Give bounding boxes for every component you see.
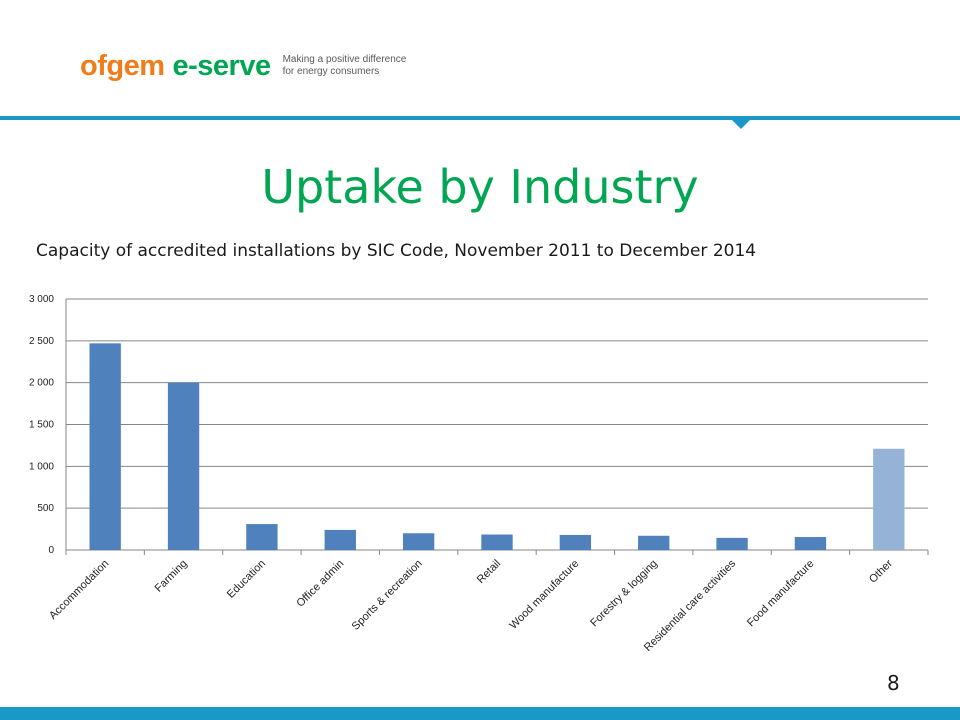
header-divider [0, 116, 960, 120]
page-number: 8 [887, 671, 900, 695]
logo-tagline: Making a positive difference for energy … [283, 54, 407, 78]
bar-7 [638, 535, 670, 550]
chart-subtitle: Capacity of accredited installations by … [36, 241, 757, 261]
x-tick-label: Retail [475, 558, 503, 586]
bar-5 [481, 534, 513, 550]
y-tick-label: 3 000 [29, 294, 54, 305]
x-tick-label: Wood manufacture [507, 558, 581, 632]
bar-2 [246, 524, 278, 550]
bar-6 [559, 534, 592, 550]
footer-bar [0, 707, 960, 720]
x-tick-label: Sports & recreation [350, 558, 425, 633]
slide-title: Uptake by Industry [261, 160, 699, 214]
y-tick-label: 2 000 [29, 378, 54, 389]
x-tick-label: Farming [153, 558, 190, 595]
header-divider-notch [730, 118, 752, 129]
tagline-line-1: Making a positive difference [282, 54, 407, 65]
x-tick-label: Other [867, 557, 895, 585]
y-tick-label: 500 [37, 503, 54, 514]
bar-4 [402, 533, 435, 550]
bar-0 [89, 343, 121, 550]
tagline-line-2: for energy consumers [282, 66, 380, 77]
x-tick-label: Forestry & logging [588, 558, 660, 630]
x-tick-label: Food manufacture [745, 558, 817, 630]
logo-text-eserve: e-serve [172, 49, 272, 82]
y-tick-label: 1 000 [29, 461, 54, 472]
industry-bar-chart: 0 500 1 000 1 500 2 000 2 500 3 000 Accommodati… [29, 294, 929, 654]
logo-text-ofgem: ofgem [80, 49, 165, 82]
bar-1 [167, 382, 200, 550]
bar-3 [324, 529, 356, 550]
bar-9 [794, 537, 827, 550]
y-tick-label: 0 [48, 545, 54, 556]
bar-10 [873, 448, 905, 550]
x-tick-label: Office admin [294, 558, 346, 610]
bar-8 [716, 537, 748, 550]
y-tick-label: 2 500 [29, 336, 54, 347]
ofgem-eserve-logo: ofgem e-serve Making a positive differen… [80, 44, 406, 88]
y-tick-label: 1 500 [29, 420, 54, 431]
x-tick-label: Accommodation [47, 558, 111, 622]
x-tick-label: Residential care activities [642, 557, 739, 654]
x-tick-label: Education [225, 558, 268, 601]
